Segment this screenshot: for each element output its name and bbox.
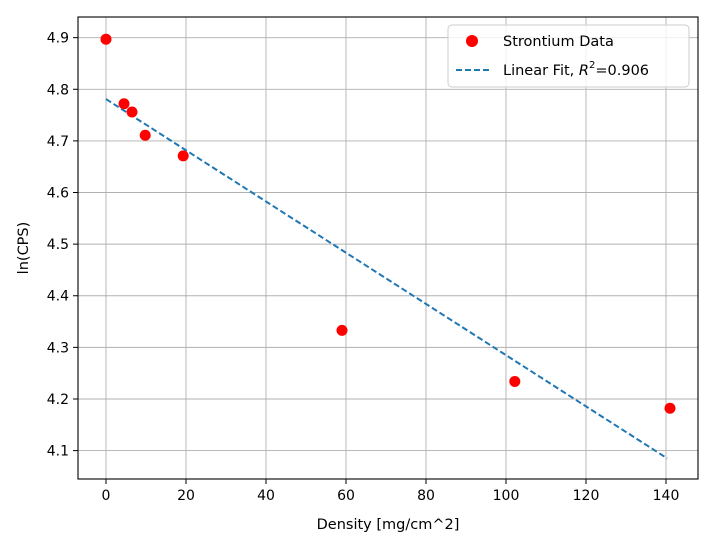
y-tick-label: 4.9 xyxy=(47,31,69,47)
y-axis-label: ln(CPS) xyxy=(16,222,32,275)
legend-label-strontium: Strontium Data xyxy=(503,34,614,50)
y-tick-label: 4.3 xyxy=(47,340,69,356)
data-points-layer xyxy=(100,33,676,414)
x-axis-label: Density [mg/cm^2] xyxy=(317,517,460,533)
data-point xyxy=(336,324,348,336)
x-tick-label: 80 xyxy=(417,488,435,504)
y-tick-label: 4.5 xyxy=(47,237,69,253)
fit-line-layer xyxy=(105,98,668,460)
legend-fit-value: =0.906 xyxy=(595,63,649,79)
x-tick-label: 0 xyxy=(102,488,111,504)
y-tick-label: 4.4 xyxy=(47,289,69,305)
legend-marker-strontium xyxy=(466,35,478,47)
y-tick-label: 4.1 xyxy=(47,444,69,460)
legend: Strontium Data Linear Fit, R2=0.906 xyxy=(447,24,690,88)
x-tick-label: 120 xyxy=(573,488,600,504)
data-point xyxy=(177,150,189,162)
data-point xyxy=(126,106,138,118)
data-point xyxy=(509,375,521,387)
data-point xyxy=(100,33,112,45)
legend-fit-r: R xyxy=(579,63,589,79)
legend-fit-prefix: Linear Fit, xyxy=(503,63,579,79)
grid-lines xyxy=(78,17,698,479)
data-point xyxy=(664,402,676,414)
fit-line xyxy=(105,98,668,460)
x-tick-label: 60 xyxy=(337,488,355,504)
data-point xyxy=(118,98,130,110)
legend-label-fit: Linear Fit, R2=0.906 xyxy=(503,60,649,79)
axis-ticks: 0 20 40 60 80 100 120 140 4.1 4.2 4.3 4.4 4.5 4.6 4.7 4… xyxy=(47,31,680,504)
y-tick-label: 4.6 xyxy=(47,186,69,202)
y-tick-label: 4.8 xyxy=(47,82,69,98)
y-tick-label: 4.2 xyxy=(47,392,69,408)
x-tick-label: 100 xyxy=(493,488,520,504)
data-point xyxy=(139,129,151,141)
plot-frame xyxy=(77,16,699,480)
legend-fit-r-sup: 2 xyxy=(589,60,595,71)
x-tick-label: 40 xyxy=(257,488,275,504)
x-tick-label: 140 xyxy=(653,488,680,504)
legend-box xyxy=(447,24,690,88)
y-tick-label: 4.7 xyxy=(47,134,69,150)
x-tick-label: 20 xyxy=(177,488,195,504)
